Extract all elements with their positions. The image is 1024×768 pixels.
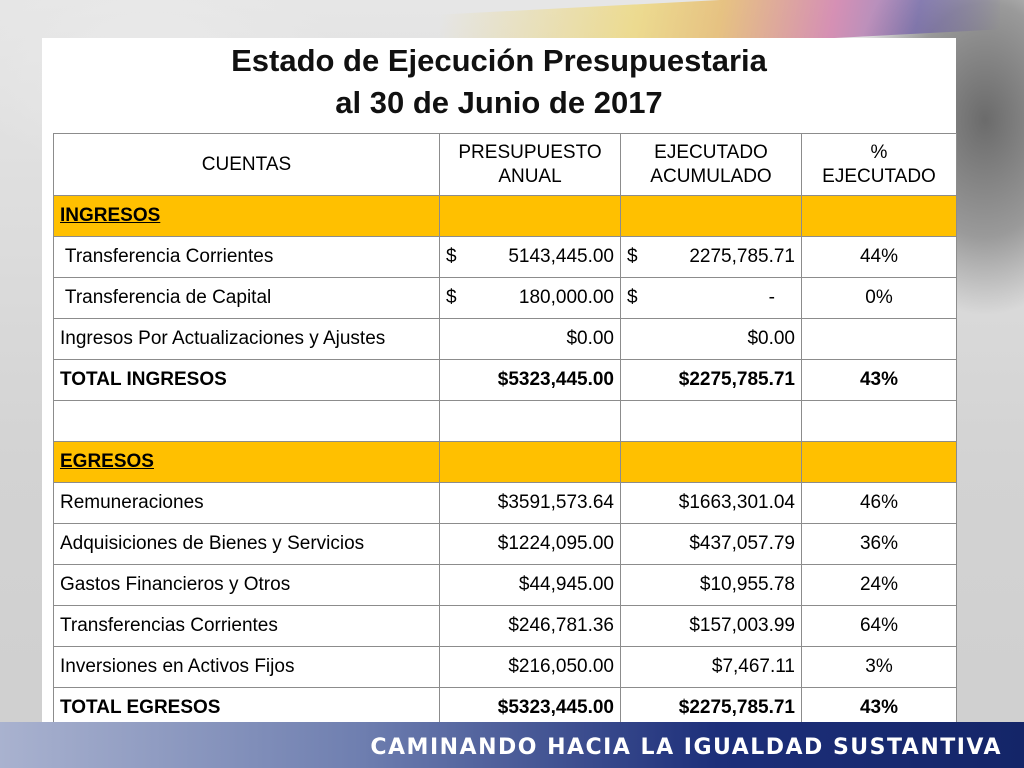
- currency-symbol: $: [627, 287, 638, 308]
- spacer-row: [53, 400, 957, 442]
- table-cell: [801, 441, 957, 483]
- table-row: Remuneraciones $3591,573.64 $1663,301.04…: [53, 482, 957, 524]
- amount-value: 5143,445.00: [508, 246, 614, 267]
- total-row-ingresos: TOTAL INGRESOS $5323,445.00 $2275,785.71…: [53, 359, 957, 401]
- presupuesto-cell: $246,781.36: [439, 605, 621, 647]
- porcentaje-cell: 36%: [801, 523, 957, 565]
- table-row: Gastos Financieros y Otros $44,945.00 $1…: [53, 564, 957, 606]
- presupuesto-cell: $216,050.00: [439, 646, 621, 688]
- header-porcentaje-line1: %: [870, 141, 888, 163]
- porcentaje-cell: 46%: [801, 482, 957, 524]
- section-label-ingresos: INGRESOS: [53, 195, 440, 237]
- ejecutado-cell: $1663,301.04: [620, 482, 802, 524]
- table-row: Ingresos Por Actualizaciones y Ajustes $…: [53, 318, 957, 360]
- ejecutado-cell: $ -: [620, 277, 802, 319]
- header-cuentas: CUENTAS: [53, 133, 440, 196]
- table-header-row: CUENTAS PRESUPUESTO ANUAL EJECUTADO ACUM…: [53, 133, 957, 196]
- table-row: Transferencias Corrientes $246,781.36 $1…: [53, 605, 957, 647]
- presupuesto-cell: $44,945.00: [439, 564, 621, 606]
- porcentaje-cell: 24%: [801, 564, 957, 606]
- amount-value: 180,000.00: [518, 287, 614, 308]
- presupuesto-cell: $5323,445.00: [439, 359, 621, 401]
- ejecutado-cell: $437,057.79: [620, 523, 802, 565]
- header-presupuesto-line1: PRESUPUESTO: [458, 141, 602, 163]
- header-ejecutado-line1: EJECUTADO: [654, 141, 768, 163]
- amount-value: 2275,785.71: [689, 246, 795, 267]
- table-cell: [439, 441, 621, 483]
- footer-bar: [0, 722, 1024, 768]
- cuenta-cell: Transferencia de Capital: [53, 277, 440, 319]
- ejecutado-cell: $0.00: [620, 318, 802, 360]
- cuenta-cell: TOTAL INGRESOS: [53, 359, 440, 401]
- ejecutado-cell: $2275,785.71: [620, 359, 802, 401]
- porcentaje-cell: 3%: [801, 646, 957, 688]
- cuenta-cell: Ingresos Por Actualizaciones y Ajustes: [53, 318, 440, 360]
- porcentaje-cell: 44%: [801, 236, 957, 278]
- page-title: Estado de Ejecución Presupuestaria al 30…: [42, 40, 956, 124]
- table-row: Transferencia Corrientes $5143,445.00 $2…: [53, 236, 957, 278]
- table-row: Adquisiciones de Bienes y Servicios $122…: [53, 523, 957, 565]
- table-cell: [801, 195, 957, 237]
- table-row: Inversiones en Activos Fijos $216,050.00…: [53, 646, 957, 688]
- presupuesto-cell: $3591,573.64: [439, 482, 621, 524]
- ejecutado-cell: $7,467.11: [620, 646, 802, 688]
- header-presupuesto-line2: ANUAL: [498, 165, 562, 187]
- ejecutado-cell: $2275,785.71: [620, 236, 802, 278]
- header-porcentaje-line2: EJECUTADO: [822, 165, 936, 187]
- cuenta-cell: Inversiones en Activos Fijos: [53, 646, 440, 688]
- cuenta-cell: Gastos Financieros y Otros: [53, 564, 440, 606]
- table-cell: [439, 400, 621, 442]
- section-row-ingresos: INGRESOS: [53, 195, 957, 237]
- cuenta-cell: Transferencia Corrientes: [53, 236, 440, 278]
- table-row: Transferencia de Capital $180,000.00 $ - …: [53, 277, 957, 319]
- porcentaje-cell: [801, 318, 957, 360]
- presupuesto-cell: $180,000.00: [439, 277, 621, 319]
- footer-slogan: CAMINANDO HACIA LA IGUALDAD SUSTANTIVA: [370, 735, 1002, 760]
- porcentaje-cell: 64%: [801, 605, 957, 647]
- table-cell: [439, 195, 621, 237]
- cuenta-cell: Adquisiciones de Bienes y Servicios: [53, 523, 440, 565]
- title-line-2: al 30 de Junio de 2017: [335, 85, 663, 120]
- porcentaje-cell: 43%: [801, 359, 957, 401]
- presupuesto-cell: $0.00: [439, 318, 621, 360]
- ejecutado-cell: $10,955.78: [620, 564, 802, 606]
- header-ejecutado: EJECUTADO ACUMULADO: [620, 133, 802, 196]
- porcentaje-cell: 0%: [801, 277, 957, 319]
- currency-symbol: $: [446, 246, 457, 267]
- header-presupuesto: PRESUPUESTO ANUAL: [439, 133, 621, 196]
- cuenta-cell: Remuneraciones: [53, 482, 440, 524]
- table-cell: [801, 400, 957, 442]
- table-cell: [620, 441, 802, 483]
- ejecutado-cell: $157,003.99: [620, 605, 802, 647]
- title-line-1: Estado de Ejecución Presupuestaria: [231, 43, 767, 78]
- section-row-egresos: EGRESOS: [53, 441, 957, 483]
- section-label-egresos: EGRESOS: [53, 441, 440, 483]
- table-cell: [620, 195, 802, 237]
- presupuesto-cell: $1224,095.00: [439, 523, 621, 565]
- presupuesto-cell: $5143,445.00: [439, 236, 621, 278]
- currency-symbol: $: [446, 287, 457, 308]
- amount-value: -: [768, 287, 775, 308]
- header-ejecutado-line2: ACUMULADO: [650, 165, 772, 187]
- table-cell: [620, 400, 802, 442]
- header-porcentaje: % EJECUTADO: [801, 133, 957, 196]
- table-cell: [53, 400, 440, 442]
- currency-symbol: $: [627, 246, 638, 267]
- budget-table: CUENTAS PRESUPUESTO ANUAL EJECUTADO ACUM…: [53, 133, 957, 729]
- cuenta-cell: Transferencias Corrientes: [53, 605, 440, 647]
